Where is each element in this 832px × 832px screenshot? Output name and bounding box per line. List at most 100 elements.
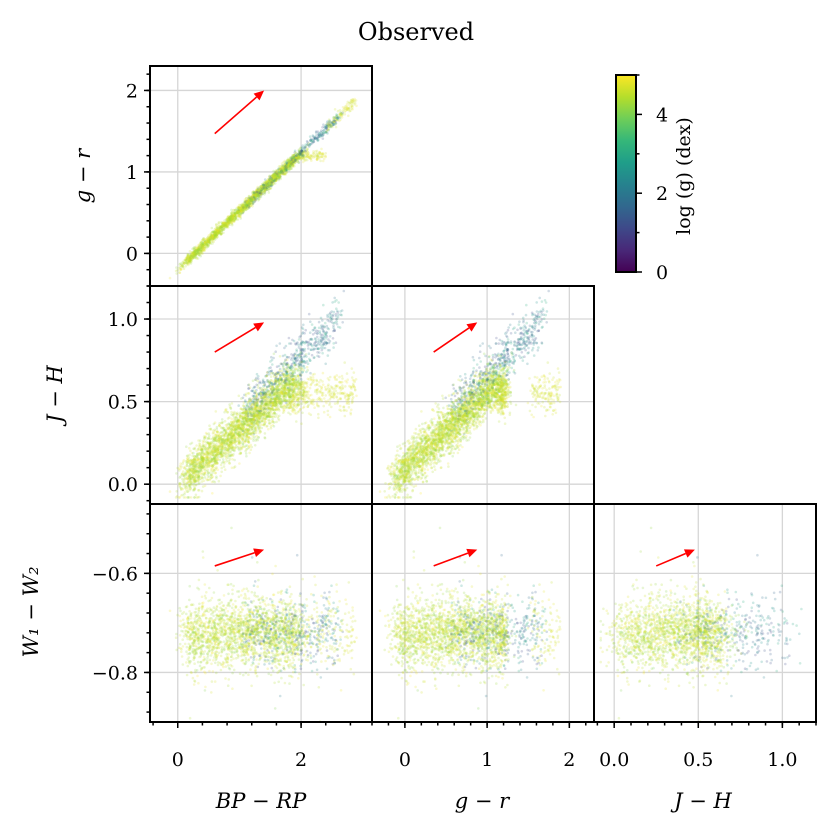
data-point bbox=[231, 219, 234, 222]
data-point bbox=[273, 175, 277, 178]
data-point bbox=[194, 470, 197, 474]
data-point bbox=[280, 392, 284, 396]
data-point bbox=[307, 151, 311, 155]
data-point bbox=[326, 319, 330, 322]
data-point bbox=[215, 449, 219, 452]
data-point bbox=[213, 461, 217, 465]
data-point bbox=[262, 184, 266, 187]
data-point bbox=[195, 469, 198, 473]
data-point bbox=[327, 123, 331, 127]
data-point bbox=[210, 234, 213, 237]
data-point bbox=[210, 473, 213, 477]
data-point bbox=[231, 214, 235, 218]
data-point bbox=[325, 324, 329, 328]
data-point bbox=[240, 209, 243, 212]
data-point bbox=[307, 142, 310, 145]
data-point bbox=[257, 191, 261, 195]
data-point bbox=[239, 205, 243, 208]
data-point bbox=[215, 228, 219, 232]
data-point bbox=[185, 256, 188, 260]
data-point bbox=[343, 361, 347, 364]
data-point bbox=[332, 396, 336, 400]
data-point bbox=[259, 190, 263, 193]
data-point bbox=[233, 426, 236, 430]
data-point bbox=[251, 394, 255, 398]
data-point bbox=[322, 129, 325, 132]
data-point bbox=[199, 243, 202, 247]
data-point bbox=[298, 373, 302, 377]
data-point bbox=[305, 400, 309, 403]
data-point bbox=[285, 164, 289, 168]
data-point bbox=[273, 396, 277, 399]
data-point bbox=[184, 261, 188, 264]
data-point bbox=[277, 174, 281, 177]
data-point bbox=[300, 367, 304, 371]
data-point bbox=[256, 377, 260, 381]
data-point bbox=[200, 243, 203, 247]
data-point bbox=[187, 256, 191, 259]
data-point bbox=[233, 209, 237, 212]
data-point bbox=[244, 206, 247, 209]
data-point bbox=[287, 165, 291, 169]
data-point bbox=[300, 371, 304, 374]
data-point bbox=[263, 422, 266, 426]
data-point bbox=[214, 233, 218, 236]
data-point bbox=[290, 162, 293, 165]
data-point bbox=[247, 199, 251, 203]
data-point bbox=[214, 235, 218, 239]
data-point bbox=[258, 191, 262, 195]
data-point bbox=[222, 223, 226, 227]
data-point bbox=[200, 449, 204, 452]
data-point bbox=[217, 437, 220, 441]
data-point bbox=[269, 183, 273, 187]
data-point bbox=[257, 191, 260, 194]
data-point bbox=[319, 152, 323, 155]
data-point bbox=[219, 442, 223, 446]
data-point bbox=[285, 164, 289, 167]
data-point bbox=[239, 206, 243, 210]
data-point bbox=[300, 149, 303, 153]
data-point bbox=[328, 120, 332, 124]
data-point bbox=[323, 131, 327, 134]
data-point bbox=[226, 221, 230, 225]
data-point bbox=[221, 227, 225, 230]
data-point bbox=[230, 217, 234, 221]
data-point bbox=[199, 457, 202, 460]
data-point bbox=[235, 432, 239, 436]
data-point bbox=[268, 187, 271, 190]
data-point bbox=[199, 244, 203, 247]
data-point bbox=[185, 256, 189, 260]
data-point bbox=[230, 427, 233, 431]
data-point bbox=[269, 177, 272, 181]
data-point bbox=[266, 180, 270, 184]
data-point bbox=[203, 237, 206, 241]
data-point bbox=[277, 398, 281, 402]
data-point bbox=[266, 184, 269, 188]
data-point bbox=[304, 145, 307, 149]
data-point bbox=[296, 157, 299, 160]
data-point bbox=[308, 135, 312, 138]
data-point bbox=[248, 205, 251, 208]
data-point bbox=[273, 173, 276, 177]
reddening-arrow-shaft bbox=[214, 96, 258, 135]
data-point bbox=[277, 176, 281, 179]
data-point bbox=[282, 396, 286, 399]
data-point bbox=[196, 248, 200, 252]
data-point bbox=[239, 206, 242, 209]
data-point bbox=[271, 177, 274, 180]
data-point bbox=[298, 157, 302, 160]
data-point bbox=[215, 230, 218, 234]
data-point bbox=[198, 475, 201, 479]
data-point bbox=[289, 379, 293, 383]
data-point bbox=[229, 215, 232, 218]
data-point bbox=[290, 155, 294, 159]
data-point bbox=[247, 205, 250, 208]
data-point bbox=[253, 195, 256, 199]
data-point bbox=[260, 419, 264, 423]
data-point bbox=[350, 100, 354, 103]
data-point bbox=[288, 162, 292, 165]
data-point bbox=[251, 201, 254, 205]
data-point bbox=[297, 153, 300, 157]
data-point bbox=[200, 464, 203, 468]
data-point bbox=[183, 261, 187, 265]
